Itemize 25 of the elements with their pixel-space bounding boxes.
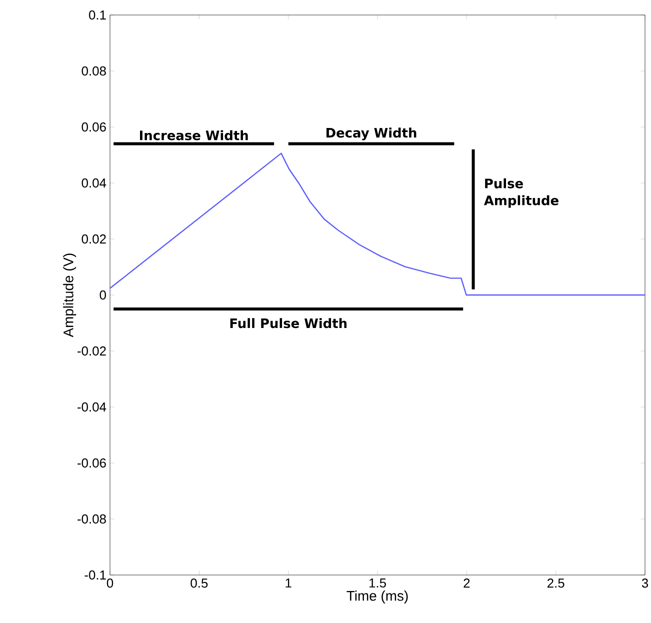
y-tick-label: 0.06 [82, 122, 106, 132]
annotation: Decay Width [326, 128, 416, 140]
y-tick-label: 0.04 [82, 178, 106, 188]
x-tick-label: 1.5 [369, 578, 386, 588]
y-tick-label: -0.04 [78, 402, 106, 412]
y-axis-title: Amplitude (V) [63, 254, 76, 338]
y-tick-label: -0.02 [78, 346, 106, 356]
y-tick-label: -0.06 [78, 458, 106, 468]
x-tick-label: 1 [286, 578, 292, 588]
x-tick-label: 3 [642, 578, 648, 588]
line-series [109, 152, 646, 296]
y-tick-label: 0.02 [82, 234, 106, 244]
y-tick-label: 0.1 [88, 10, 106, 20]
y-tick-label: 0 [100, 290, 106, 300]
annotation: Increase Width [140, 130, 248, 140]
annotation: Full Pulse Width [230, 318, 347, 328]
y-tick-label: -0.08 [78, 514, 106, 524]
y-tick-label: 0.08 [82, 66, 106, 76]
x-tick-label: 0 [106, 578, 114, 588]
y-tick-label: -0.1 [84, 570, 106, 580]
annotation: Pulse Amplitude [484, 178, 558, 208]
x-tick-label: 0.5 [190, 578, 208, 588]
x-tick-label: 2 [464, 578, 470, 588]
x-axis-title: Time (ms) [346, 590, 408, 604]
x-tick-label: 2.5 [547, 578, 564, 588]
